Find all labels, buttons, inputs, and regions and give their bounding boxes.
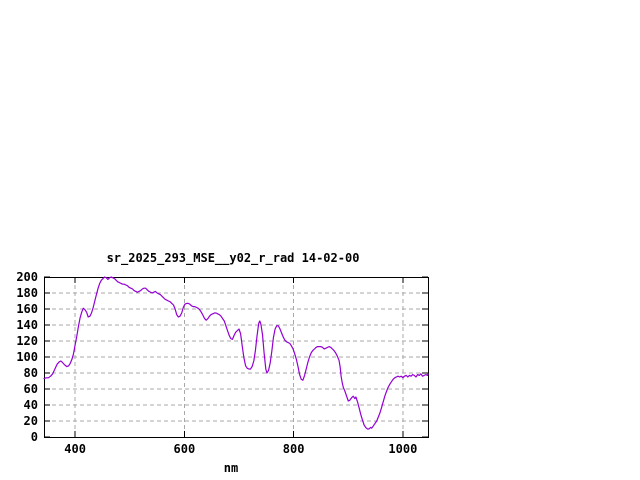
y-tick-label: 60 xyxy=(24,382,38,396)
plot-border xyxy=(44,277,429,438)
y-axis-tick-labels: 0 20 40 60 80 100 120 140 160 180 200 xyxy=(16,270,38,444)
y-tick-label: 40 xyxy=(24,398,38,412)
x-axis-label: nm xyxy=(224,461,238,475)
y-tick-label: 120 xyxy=(16,334,38,348)
y-tick-label: 80 xyxy=(24,366,38,380)
y-tick-label: 20 xyxy=(24,414,38,428)
y-tick-label: 140 xyxy=(16,318,38,332)
y-tick-label: 0 xyxy=(31,430,38,444)
y-tick-label: 160 xyxy=(16,302,38,316)
x-tick-label: 800 xyxy=(283,442,305,456)
x-tick-label: 400 xyxy=(64,442,86,456)
chart-title: sr_2025_293_MSE__y02_r_rad 14-02-00 xyxy=(107,251,360,266)
x-axis-tick-labels: 400 600 800 1000 xyxy=(64,442,417,456)
y-tick-label: 100 xyxy=(16,350,38,364)
x-tick-label: 1000 xyxy=(388,442,417,456)
x-tick-label: 600 xyxy=(174,442,196,456)
y-tick-label: 180 xyxy=(16,286,38,300)
spectrum-curve xyxy=(43,276,429,430)
grid-lines xyxy=(45,278,427,436)
y-tick-label: 200 xyxy=(16,270,38,284)
